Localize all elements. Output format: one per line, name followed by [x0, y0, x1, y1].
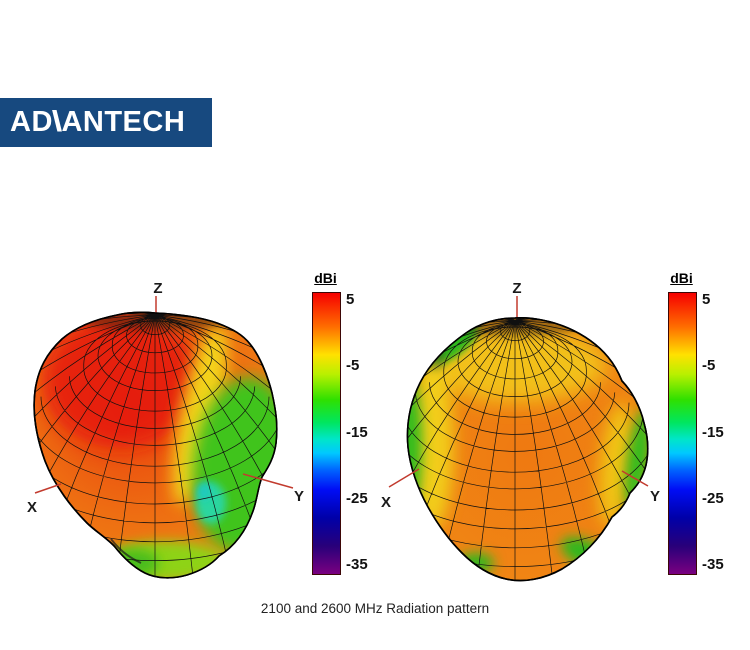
colorbar-label: dBi — [670, 270, 693, 286]
surface-mesh — [34, 312, 277, 578]
logo-text-pre: AD — [10, 106, 53, 138]
colorbar-gradient — [668, 292, 697, 575]
colorbar-tick: -25 — [702, 490, 724, 507]
y-axis-label: Y — [650, 488, 660, 505]
logo-v-glyph: \ — [51, 106, 63, 138]
colorbar-gradient — [312, 292, 341, 575]
y-axis-line — [242, 473, 294, 489]
colorbar-right: dBi 5 -5 -15 -25 -35 — [666, 270, 738, 592]
axes-overlay: Z X Y — [381, 280, 660, 582]
x-axis-line — [34, 483, 62, 494]
colorbar-tick: -15 — [346, 424, 368, 441]
colorbar-tick: -25 — [346, 490, 368, 507]
radiation-plot-right: Z X Y — [381, 280, 660, 582]
surface-mesh — [407, 317, 648, 581]
advantech-logo: AD\ANTECH — [0, 98, 212, 147]
colorbar-tick: 5 — [346, 291, 355, 308]
colorbar-label: dBi — [314, 270, 337, 286]
colorbar-tick: -35 — [346, 556, 368, 573]
colorbar-tick: -5 — [702, 357, 716, 374]
y-axis-label: Y — [294, 488, 304, 505]
x-axis-label: X — [27, 499, 37, 516]
z-axis-label: Z — [512, 280, 521, 297]
colorbar-tick: -5 — [346, 357, 360, 374]
figure-caption: 2100 and 2600 MHz Radiation pattern — [260, 601, 490, 616]
radiation-plot-left: Z X Y — [27, 280, 304, 579]
x-axis-line — [388, 468, 420, 488]
axes-overlay: Z X Y — [27, 280, 304, 579]
colorbar-tick: -15 — [702, 424, 724, 441]
colorbar-left: dBi 5 -5 -15 -25 -35 — [310, 270, 382, 592]
z-axis-label: Z — [153, 280, 162, 297]
colorbar-tick: -35 — [702, 556, 724, 573]
logo-text-post: ANTECH — [61, 106, 186, 138]
y-axis-line — [621, 470, 649, 487]
x-axis-label: X — [381, 494, 391, 511]
colorbar-tick: 5 — [702, 291, 711, 308]
